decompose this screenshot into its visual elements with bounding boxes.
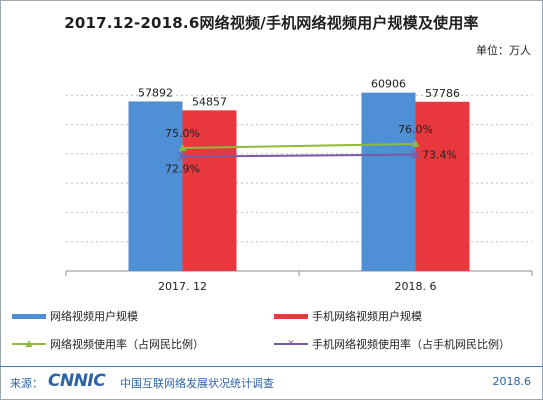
chart-title: 2017.12-2018.6网络视频/手机网络视频用户规模及使用率 [64, 14, 479, 32]
source-organization: 中国互联网络发展状况统计调查 [120, 377, 274, 390]
value-label-video-users: 57892 [138, 86, 173, 99]
rate-label-video: 76.0% [398, 123, 433, 136]
legend-item-video-users: 网络视频用户规模 [12, 308, 138, 324]
bar-mobile-users [182, 110, 237, 272]
legend-label-mobile-rate: 手机网络视频使用率（占手机网民比例） [312, 338, 510, 351]
rate-label-mobile: 72.9% [165, 163, 200, 176]
bar-video-users [361, 92, 416, 271]
x-tick-label: 2017. 12 [158, 280, 207, 293]
source-date: 2018.6 [492, 375, 532, 388]
cross-marker-icon: ✕ [287, 339, 295, 349]
rate-label-video: 75.0% [165, 127, 200, 140]
line-video-rate [182, 142, 416, 149]
legend-swatch-mobile-users [274, 313, 308, 319]
marker-mobile-rate [177, 152, 188, 162]
legend-label-video-users: 网络视频用户规模 [50, 310, 138, 323]
legend-item-mobile-users: 手机网络视频用户规模 [274, 308, 422, 324]
footer-divider [0, 366, 543, 367]
unit-label: 单位：万人 [476, 44, 531, 57]
source-label: 来源： [10, 377, 43, 390]
marker-video-rate [411, 139, 420, 147]
line-mobile-rate [182, 153, 416, 158]
triangle-marker-icon: ▲ [25, 339, 33, 349]
footer: 来源： CNNIC 中国互联网络发展状况统计调查 2018.6 [0, 371, 543, 392]
legend-label-video-rate: 网络视频使用率（占网民比例） [50, 338, 204, 351]
value-label-mobile-users: 57786 [425, 87, 460, 100]
legend-label-mobile-users: 手机网络视频用户规模 [312, 310, 422, 323]
rate-label-mobile: 73.4% [422, 149, 457, 162]
legend-item-mobile-rate: ✕ 手机网络视频使用率（占手机网民比例） [274, 336, 510, 352]
legend-swatch-video-rate: ▲ [12, 339, 46, 349]
x-tick-label: 2018. 6 [395, 280, 437, 293]
cnnic-logo: CNNIC [48, 371, 106, 391]
bar-mobile-users [415, 101, 470, 272]
value-label-video-users: 60906 [371, 78, 406, 91]
legend-item-video-rate: ▲ 网络视频使用率（占网民比例） [12, 336, 204, 352]
bar-video-users [128, 101, 183, 272]
marker-mobile-rate [410, 150, 421, 160]
legend-swatch-video-users [12, 313, 46, 319]
value-label-mobile-users: 54857 [192, 95, 227, 108]
legend-swatch-mobile-rate: ✕ [274, 339, 308, 349]
marker-video-rate [178, 144, 187, 151]
